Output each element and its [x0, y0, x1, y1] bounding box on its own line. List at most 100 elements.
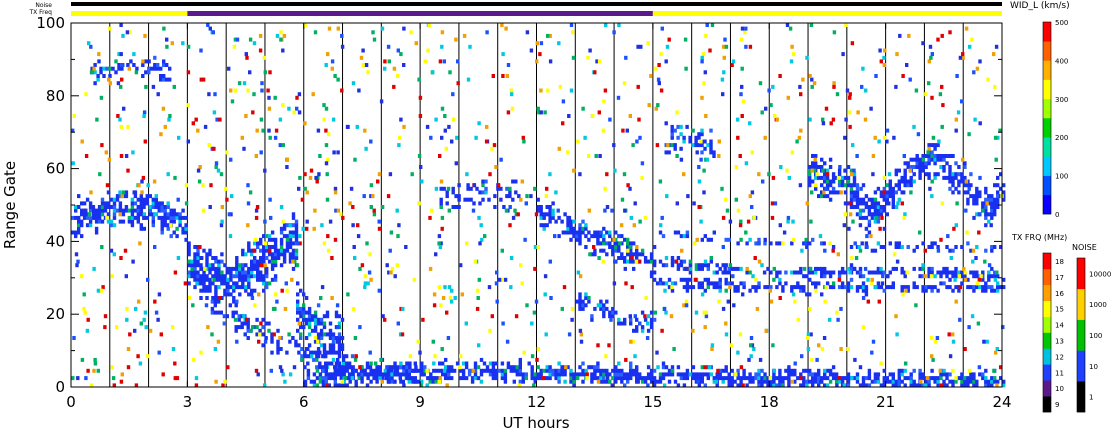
scatter-cell: [493, 205, 497, 209]
scatter-cell: [220, 270, 224, 275]
scatter-cell: [630, 256, 634, 260]
scatter-cell: [208, 205, 212, 209]
scatter-cell: [787, 379, 791, 384]
scatter-cell: [963, 161, 967, 166]
scatter-cell: [411, 368, 415, 373]
scatter-cell: [603, 186, 607, 191]
scatter-cell: [457, 205, 461, 209]
scatter-cell: [546, 33, 550, 38]
scatter-cell: [375, 376, 379, 381]
scatter-cell: [882, 270, 886, 275]
scatter-cell: [237, 81, 242, 86]
scatter-cell: [456, 81, 460, 86]
scatter-cell: [821, 168, 825, 173]
scatter-cell: [685, 376, 690, 381]
scatter-cell: [153, 212, 157, 217]
scatter-cell: [315, 350, 319, 355]
scatter-cell: [280, 288, 284, 293]
scatter-cell: [614, 372, 618, 377]
scatter-cell: [921, 157, 925, 162]
scatter-cell: [865, 234, 869, 239]
scatter-cell: [259, 259, 263, 264]
scatter-cell: [380, 205, 385, 209]
scatter-cell: [667, 150, 671, 155]
scatter-cell: [954, 161, 958, 166]
scatter-cell: [256, 266, 260, 271]
scatter-cell: [608, 230, 612, 235]
scatter-cell: [984, 208, 988, 213]
scatter-cell: [246, 88, 250, 93]
scatter-cell: [918, 266, 922, 271]
scatter-cell: [664, 121, 668, 126]
scatter-cell: [975, 190, 979, 195]
scatter-cell: [494, 372, 499, 377]
scatter-cell: [124, 190, 129, 195]
scatter-cell: [927, 143, 931, 148]
scatter-cell: [405, 365, 409, 370]
scatter-cell: [928, 186, 932, 191]
scatter-cell: [431, 379, 435, 384]
scatter-cell: [636, 379, 640, 384]
scatter-cell: [802, 241, 806, 246]
scatter-cell: [871, 172, 875, 177]
scatter-cell: [659, 223, 663, 228]
scatter-cell: [614, 241, 618, 246]
scatter-cell: [921, 161, 925, 166]
scatter-cell: [509, 368, 513, 373]
colorbar-noise-label: 10: [1089, 363, 1098, 371]
scatter-cell: [918, 274, 922, 279]
scatter-cell: [762, 270, 767, 275]
scatter-cell: [159, 74, 163, 78]
scatter-cell: [906, 161, 910, 166]
scatter-cell: [316, 317, 321, 322]
scatter-cell: [369, 372, 373, 377]
scatter-cell: [151, 201, 155, 206]
scatter-cell: [700, 281, 704, 286]
scatter-cell: [903, 383, 907, 388]
scatter-cell: [954, 172, 958, 177]
scatter-cell: [967, 325, 971, 330]
scatter-cell: [307, 314, 312, 319]
scatter-cell: [682, 303, 686, 308]
scatter-cell: [97, 205, 102, 209]
scatter-cell: [551, 368, 555, 373]
scatter-cell: [308, 175, 313, 180]
scatter-cell: [543, 274, 548, 279]
scatter-cell: [255, 205, 260, 209]
scatter-cell: [649, 321, 654, 326]
scatter-cell: [279, 30, 283, 35]
scatter-cell: [563, 368, 567, 373]
scatter-cell: [94, 226, 99, 231]
scatter-cell: [558, 84, 563, 89]
scatter-cell: [710, 23, 715, 27]
scatter-cell: [992, 368, 996, 373]
scatter-cell: [709, 146, 713, 151]
scatter-cell: [169, 234, 173, 239]
scatter-cell: [703, 146, 707, 151]
scatter-cell: [682, 372, 687, 377]
scatter-cell: [509, 88, 513, 93]
scatter-cell: [95, 117, 99, 122]
scatter-cell: [965, 230, 969, 235]
scatter-cell: [649, 270, 654, 275]
scatter-cell: [74, 230, 78, 235]
scatter-cell: [354, 354, 358, 359]
scatter-cell: [405, 376, 409, 381]
scatter-cell: [870, 281, 874, 286]
scatter-cell: [951, 172, 955, 177]
scatter-cell: [900, 379, 904, 384]
scatter-cell: [273, 263, 278, 268]
scatter-cell: [639, 44, 643, 49]
scatter-cell: [579, 332, 584, 337]
scatter-cell: [296, 299, 300, 304]
scatter-cell: [313, 339, 318, 344]
scatter-cell: [144, 325, 148, 330]
scatter-cell: [246, 183, 250, 188]
scatter-cell: [840, 179, 845, 184]
scatter-cell: [324, 368, 328, 373]
colorbar-noise-label: 10000: [1089, 270, 1111, 278]
scatter-cell: [450, 139, 454, 144]
scatter-cell: [643, 314, 647, 319]
scatter-cell: [472, 201, 476, 206]
scatter-cell: [428, 266, 433, 271]
